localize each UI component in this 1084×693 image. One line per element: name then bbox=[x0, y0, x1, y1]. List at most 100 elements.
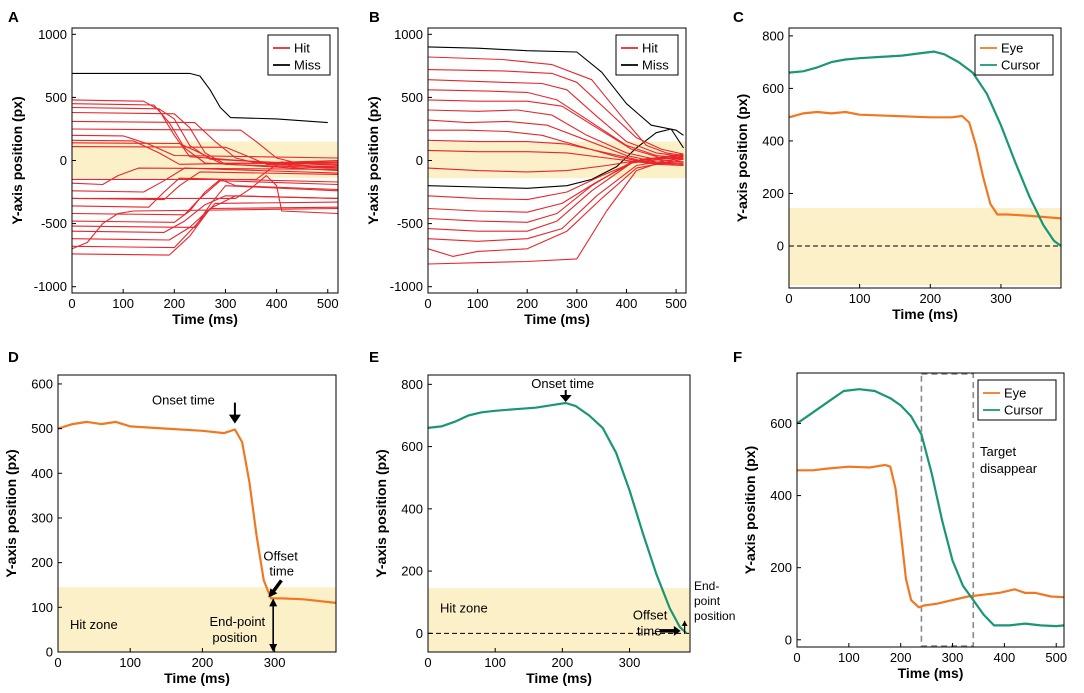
target-disappear-label-2: disappear bbox=[980, 461, 1038, 476]
endpoint-arrowhead-bottom bbox=[269, 644, 278, 652]
panel-e: 0 100 200 300 0 200 400 600 800 Time (ms) Y-axis p… bbox=[369, 349, 735, 686]
series-hit-line-5 bbox=[428, 89, 684, 159]
plot-frame bbox=[788, 27, 1062, 289]
series-hit-line-18 bbox=[72, 207, 338, 250]
panel-f: 0 100 200 300 400 500 0 200 400 600 Time (ms) Y-axi… bbox=[733, 349, 1067, 681]
series-hit-line-11 bbox=[428, 149, 684, 165]
series-hit-line-2 bbox=[428, 56, 684, 157]
target-disappear-label: Target bbox=[980, 444, 1017, 459]
endpoint-label-2: position bbox=[212, 630, 257, 645]
series-hit-line-17 bbox=[72, 185, 338, 228]
x-tick-label: 300 bbox=[990, 291, 1012, 306]
panel-label: F bbox=[733, 349, 742, 366]
endpoint-label-3: position bbox=[694, 609, 735, 623]
series-hit-line-12 bbox=[72, 167, 338, 193]
series-cursor-line-0 bbox=[428, 401, 688, 635]
series-hit-line-6 bbox=[428, 99, 684, 160]
series-hit-line-18 bbox=[428, 158, 684, 257]
series-hit-line-23 bbox=[72, 175, 338, 215]
y-tick-label: 0 bbox=[60, 153, 67, 168]
hit-zone-band bbox=[428, 588, 690, 652]
legend-label-cursor: Cursor bbox=[1004, 403, 1044, 418]
x-tick-label: 300 bbox=[264, 655, 286, 670]
series-hit-line-20 bbox=[72, 195, 338, 241]
x-tick-label: 300 bbox=[942, 650, 964, 665]
panel-a: 0 100 200 300 400 500 -1000 -500 0 500 1000 Time (m… bbox=[8, 9, 339, 327]
plot-frame bbox=[427, 374, 691, 653]
x-tick-label: 300 bbox=[215, 296, 237, 311]
legend-label-miss: Miss bbox=[642, 58, 669, 73]
panel-label: A bbox=[8, 9, 19, 26]
series-hit-line-21 bbox=[72, 201, 338, 249]
y-tick-label: 600 bbox=[31, 376, 53, 391]
offset-arrowhead bbox=[268, 588, 278, 598]
endpoint-arrowhead-top bbox=[681, 620, 688, 626]
x-axis-label: Time (ms) bbox=[172, 311, 238, 327]
legend-label-cursor: Cursor bbox=[1001, 58, 1041, 73]
series-cursor-line-1 bbox=[797, 388, 1064, 628]
y-tick-label: 0 bbox=[416, 153, 423, 168]
series-eye-line-0 bbox=[58, 420, 336, 604]
offset-arrowhead bbox=[673, 625, 681, 636]
panel-label: D bbox=[8, 349, 19, 366]
offset-time-label-2: time bbox=[269, 563, 294, 578]
x-tick-label: 100 bbox=[838, 650, 860, 665]
series-hit-line-3 bbox=[428, 69, 684, 155]
panel-d: 0 100 200 300 0 100 200 300 400 500 600 Time (ms) Y-… bbox=[3, 349, 337, 686]
series-eye-line-0 bbox=[789, 110, 1061, 220]
offset-time-label: Offset bbox=[263, 548, 298, 563]
x-axis-label: Time (ms) bbox=[892, 306, 958, 322]
x-tick-label: 300 bbox=[566, 296, 588, 311]
y-tick-label: 1000 bbox=[394, 27, 423, 42]
legend: Hit Miss bbox=[615, 34, 679, 76]
x-tick-label: 500 bbox=[317, 296, 339, 311]
y-tick-label: 400 bbox=[762, 133, 784, 148]
series-miss-line-1 bbox=[428, 128, 684, 189]
x-tick-label: 200 bbox=[192, 655, 214, 670]
y-tick-label: 200 bbox=[31, 555, 53, 570]
y-tick-label: 1000 bbox=[38, 27, 67, 42]
x-tick-label: 500 bbox=[665, 296, 687, 311]
series-hit-line-4 bbox=[428, 79, 684, 158]
x-tick-label: 500 bbox=[1045, 650, 1067, 665]
series-hit-line-19 bbox=[428, 157, 684, 265]
x-tick-label: 0 bbox=[424, 296, 431, 311]
legend-box bbox=[267, 34, 331, 76]
legend-label-eye: Eye bbox=[1001, 41, 1023, 56]
series-hit-line-24 bbox=[72, 161, 338, 180]
x-tick-label: 0 bbox=[424, 655, 431, 670]
legend-box bbox=[974, 34, 1054, 76]
y-axis-label: Y-axis position (px) bbox=[734, 94, 750, 222]
y-tick-label: 100 bbox=[31, 600, 53, 615]
y-tick-label: 0 bbox=[46, 645, 53, 660]
endpoint-label-2: point bbox=[694, 594, 721, 608]
series-hit-line-10 bbox=[428, 139, 684, 164]
y-axis-label: Y-axis position (px) bbox=[3, 449, 19, 577]
x-tick-label: 200 bbox=[516, 296, 538, 311]
x-axis-label: Time (ms) bbox=[164, 670, 230, 686]
x-tick-label: 0 bbox=[68, 296, 75, 311]
legend-label-eye: Eye bbox=[1004, 386, 1026, 401]
x-axis-label: Time (ms) bbox=[526, 670, 592, 686]
y-tick-label: 200 bbox=[401, 564, 423, 579]
y-tick-label: -500 bbox=[397, 216, 423, 231]
series-hit-line-13 bbox=[428, 154, 684, 201]
onset-arrow bbox=[228, 402, 241, 424]
panel-c: 0 100 200 300 0 200 400 600 800 Time (ms) Y-axis p… bbox=[733, 9, 1062, 322]
x-tick-label: 0 bbox=[793, 650, 800, 665]
y-axis-label: Y-axis position (px) bbox=[373, 449, 389, 577]
plot-frame bbox=[796, 372, 1065, 648]
hit-zone-band bbox=[789, 207, 1061, 286]
series-group bbox=[428, 46, 684, 265]
x-axis-label: Time (ms) bbox=[898, 665, 964, 681]
y-tick-label: 600 bbox=[770, 416, 792, 431]
y-axis-label: Y-axis position (px) bbox=[365, 96, 381, 224]
y-tick-label: 800 bbox=[762, 28, 784, 43]
series-group bbox=[58, 420, 336, 604]
x-tick-label: 200 bbox=[890, 650, 912, 665]
series-hit-line-13 bbox=[72, 171, 338, 201]
series-miss-line-0 bbox=[72, 72, 328, 124]
y-tick-label: -1000 bbox=[34, 279, 67, 294]
series-group bbox=[428, 401, 688, 635]
y-tick-label: 500 bbox=[401, 90, 423, 105]
